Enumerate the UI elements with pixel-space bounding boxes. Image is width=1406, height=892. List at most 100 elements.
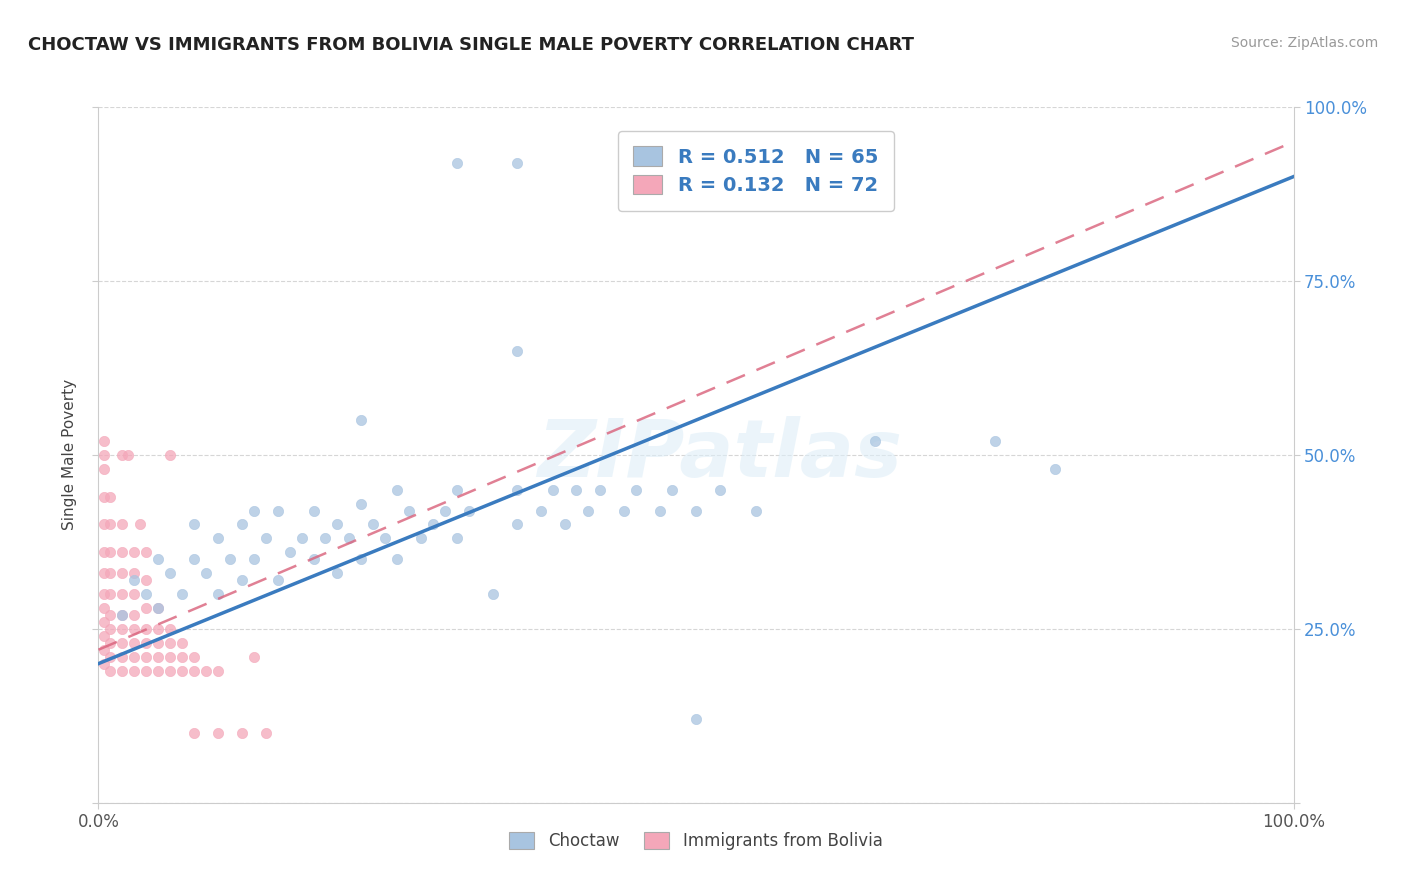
Point: [93, 434, 115, 448]
Point: [458, 503, 481, 517]
Point: [589, 483, 612, 497]
Point: [159, 636, 181, 650]
Point: [111, 622, 134, 636]
Point: [231, 573, 253, 587]
Point: [506, 343, 529, 358]
Point: [93, 545, 115, 559]
Point: [135, 664, 157, 678]
Point: [93, 587, 115, 601]
Point: [374, 532, 396, 546]
Point: [685, 712, 707, 726]
Point: [385, 483, 409, 497]
Point: [350, 552, 373, 566]
Point: [148, 552, 170, 566]
Point: [219, 552, 242, 566]
Point: [124, 649, 146, 664]
Point: [148, 601, 170, 615]
Point: [422, 517, 444, 532]
Point: [434, 503, 457, 517]
Point: [254, 532, 277, 546]
Point: [98, 649, 122, 664]
Point: [554, 517, 576, 532]
Point: [506, 483, 529, 497]
Point: [124, 545, 146, 559]
Point: [124, 607, 146, 622]
Point: [159, 664, 181, 678]
Point: [411, 532, 433, 546]
Point: [98, 664, 122, 678]
Point: [207, 532, 229, 546]
Point: [159, 566, 181, 581]
Point: [98, 566, 122, 581]
Point: [159, 622, 181, 636]
Point: [648, 503, 672, 517]
Point: [267, 503, 290, 517]
Point: [98, 587, 122, 601]
Point: [148, 664, 170, 678]
Point: [207, 726, 229, 740]
Point: [350, 413, 373, 427]
Text: Source: ZipAtlas.com: Source: ZipAtlas.com: [1230, 36, 1378, 50]
Point: [243, 552, 266, 566]
Point: [363, 517, 385, 532]
Point: [172, 649, 194, 664]
Point: [278, 545, 301, 559]
Point: [865, 434, 887, 448]
Point: [117, 448, 139, 462]
Point: [111, 587, 134, 601]
Point: [172, 664, 194, 678]
Point: [565, 483, 588, 497]
Point: [135, 573, 157, 587]
Point: [446, 483, 468, 497]
Point: [135, 622, 157, 636]
Point: [506, 155, 529, 169]
Point: [148, 601, 170, 615]
Point: [124, 566, 146, 581]
Point: [207, 587, 229, 601]
Point: [183, 726, 205, 740]
Point: [93, 629, 115, 643]
Point: [613, 503, 636, 517]
Point: [93, 517, 115, 532]
Point: [339, 532, 361, 546]
Text: ZIPatlas: ZIPatlas: [537, 416, 903, 494]
Point: [111, 448, 134, 462]
Point: [302, 552, 325, 566]
Point: [398, 503, 420, 517]
Point: [481, 587, 505, 601]
Point: [446, 155, 468, 169]
Point: [111, 607, 134, 622]
Point: [984, 434, 1007, 448]
Point: [93, 642, 115, 657]
Point: [350, 497, 373, 511]
Point: [745, 503, 768, 517]
Point: [183, 552, 205, 566]
Point: [135, 636, 157, 650]
Point: [326, 517, 349, 532]
Point: [129, 517, 152, 532]
Point: [578, 503, 600, 517]
Point: [172, 636, 194, 650]
Point: [385, 552, 409, 566]
Point: [243, 649, 266, 664]
Point: [135, 649, 157, 664]
Point: [111, 649, 134, 664]
Point: [93, 657, 115, 671]
Point: [98, 622, 122, 636]
Point: [124, 587, 146, 601]
Point: [98, 636, 122, 650]
Point: [124, 573, 146, 587]
Point: [207, 664, 229, 678]
Point: [195, 664, 218, 678]
Point: [195, 566, 218, 581]
Point: [111, 566, 134, 581]
Point: [98, 607, 122, 622]
Point: [183, 517, 205, 532]
Point: [148, 622, 170, 636]
Point: [302, 503, 325, 517]
Point: [111, 517, 134, 532]
Point: [254, 726, 277, 740]
Point: [98, 490, 122, 504]
Point: [111, 636, 134, 650]
Point: [159, 649, 181, 664]
